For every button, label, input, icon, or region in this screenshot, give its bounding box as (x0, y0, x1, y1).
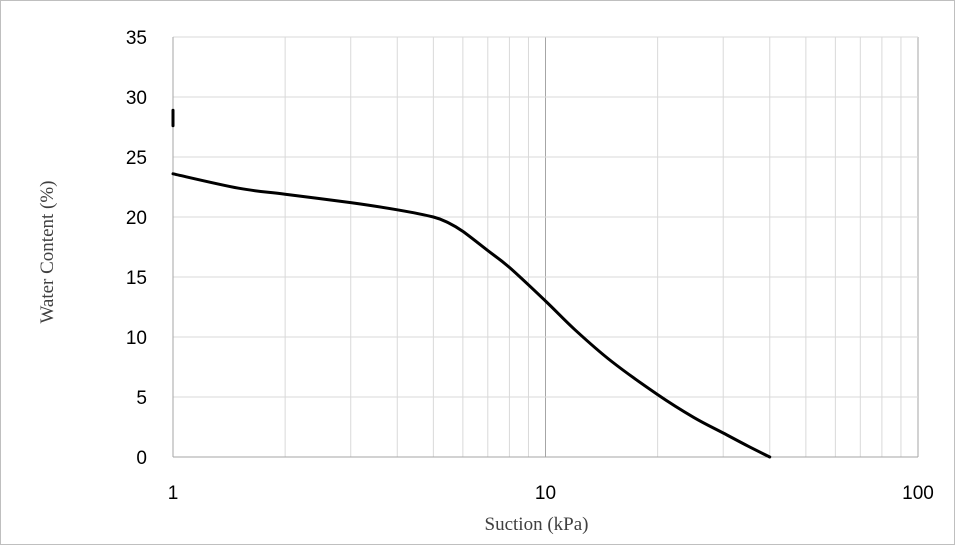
grid-lines (172, 36, 919, 458)
series-line-1 (171, 172, 772, 459)
y-tick-label: 10 (126, 328, 147, 349)
x-axis-title: Suction (kPa) (485, 514, 589, 535)
y-tick-label: 35 (126, 28, 147, 49)
x-tick-label: 100 (902, 483, 934, 504)
y-tick-label: 30 (126, 88, 147, 109)
y-tick-label: 15 (126, 268, 147, 289)
y-tick-label: 25 (126, 148, 147, 169)
tick-labels: 0 5 10 15 20 25 30 35 1 10 100 (126, 28, 934, 504)
y-tick-label: 20 (126, 208, 147, 229)
series-lines (171, 108, 772, 459)
y-tick-label: 5 (136, 388, 147, 409)
x-tick-label: 10 (535, 483, 556, 504)
y-axis-title: Water Content (%) (37, 180, 58, 323)
y-tick-label: 0 (136, 448, 147, 469)
x-tick-label: 1 (168, 483, 179, 504)
